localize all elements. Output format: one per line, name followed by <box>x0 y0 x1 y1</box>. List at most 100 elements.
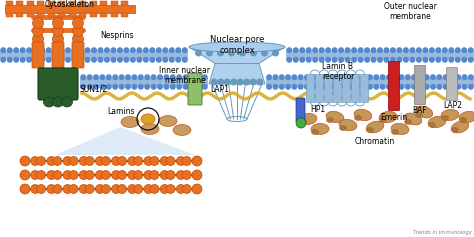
Circle shape <box>189 84 195 90</box>
Bar <box>5 5 135 13</box>
Circle shape <box>442 57 448 63</box>
Circle shape <box>443 84 448 90</box>
Circle shape <box>422 47 428 53</box>
Circle shape <box>418 84 423 90</box>
Circle shape <box>189 74 195 80</box>
Circle shape <box>386 74 392 80</box>
Circle shape <box>111 156 120 165</box>
Circle shape <box>306 47 312 53</box>
Circle shape <box>65 57 71 63</box>
FancyBboxPatch shape <box>389 61 400 110</box>
Circle shape <box>182 170 191 179</box>
Circle shape <box>91 47 97 53</box>
Circle shape <box>468 74 474 80</box>
Circle shape <box>461 57 467 63</box>
Circle shape <box>195 74 201 80</box>
Circle shape <box>195 50 202 56</box>
Circle shape <box>364 57 370 63</box>
Circle shape <box>118 74 125 80</box>
Circle shape <box>101 184 110 193</box>
Circle shape <box>250 50 257 56</box>
Polygon shape <box>55 127 195 155</box>
Circle shape <box>128 156 137 165</box>
Circle shape <box>351 47 357 53</box>
Ellipse shape <box>299 114 317 125</box>
Circle shape <box>39 57 45 63</box>
Circle shape <box>20 156 29 165</box>
Ellipse shape <box>159 115 177 127</box>
Ellipse shape <box>339 119 357 131</box>
Circle shape <box>53 184 62 193</box>
Circle shape <box>299 47 305 53</box>
Circle shape <box>98 47 103 53</box>
Circle shape <box>351 57 357 63</box>
Circle shape <box>84 47 91 53</box>
Circle shape <box>106 84 112 90</box>
Circle shape <box>33 18 44 28</box>
Circle shape <box>176 84 182 90</box>
Bar <box>100 13 108 17</box>
Circle shape <box>104 57 110 63</box>
Circle shape <box>160 170 169 179</box>
Bar <box>80 78 208 86</box>
Ellipse shape <box>121 117 139 128</box>
Circle shape <box>95 156 104 165</box>
Circle shape <box>134 184 143 193</box>
Circle shape <box>53 33 64 45</box>
Circle shape <box>138 84 144 90</box>
Ellipse shape <box>366 128 374 132</box>
Circle shape <box>462 74 467 80</box>
Circle shape <box>357 57 364 63</box>
Circle shape <box>143 47 149 53</box>
Circle shape <box>160 156 169 165</box>
Circle shape <box>182 74 189 80</box>
Circle shape <box>273 84 278 90</box>
Circle shape <box>80 74 86 80</box>
Bar <box>37 1 45 5</box>
Circle shape <box>285 84 291 90</box>
Circle shape <box>149 57 155 63</box>
Circle shape <box>166 184 175 193</box>
Circle shape <box>118 84 125 90</box>
Circle shape <box>449 84 455 90</box>
Circle shape <box>118 170 127 179</box>
Circle shape <box>95 184 104 193</box>
Circle shape <box>310 74 316 80</box>
Circle shape <box>137 57 142 63</box>
Bar <box>266 78 474 86</box>
Circle shape <box>399 84 404 90</box>
Circle shape <box>13 57 19 63</box>
Circle shape <box>443 74 448 80</box>
Circle shape <box>182 57 188 63</box>
Circle shape <box>329 74 335 80</box>
Circle shape <box>47 184 56 193</box>
Circle shape <box>449 74 455 80</box>
Text: Outer nuclear
membrane: Outer nuclear membrane <box>383 2 437 21</box>
Circle shape <box>345 47 351 53</box>
Circle shape <box>63 184 72 193</box>
Circle shape <box>31 184 40 193</box>
Circle shape <box>93 74 99 80</box>
Bar <box>286 51 474 59</box>
Ellipse shape <box>391 123 409 135</box>
Circle shape <box>79 184 88 193</box>
Circle shape <box>392 74 398 80</box>
Bar <box>69 1 76 5</box>
Circle shape <box>410 47 415 53</box>
Circle shape <box>85 156 94 165</box>
Circle shape <box>437 74 442 80</box>
Circle shape <box>130 47 136 53</box>
Circle shape <box>292 74 297 80</box>
Circle shape <box>73 33 83 45</box>
Circle shape <box>430 84 436 90</box>
Circle shape <box>332 47 337 53</box>
Circle shape <box>20 184 30 194</box>
Circle shape <box>273 74 278 80</box>
Circle shape <box>128 170 137 179</box>
Circle shape <box>468 84 474 90</box>
Circle shape <box>79 156 88 165</box>
Circle shape <box>160 184 169 193</box>
Circle shape <box>175 57 181 63</box>
Ellipse shape <box>441 115 448 120</box>
Circle shape <box>374 74 379 80</box>
